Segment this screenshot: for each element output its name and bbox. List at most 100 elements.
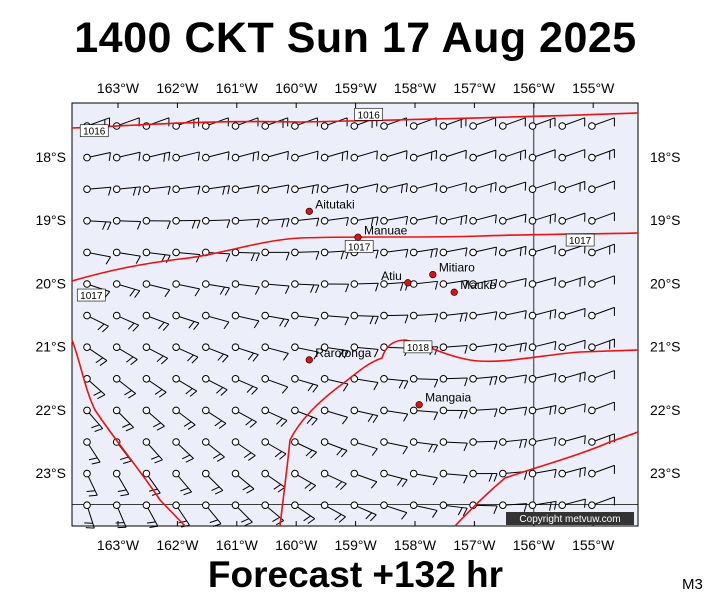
wind-barb xyxy=(380,501,408,520)
wind-barb xyxy=(499,469,528,480)
lat-label-right: 22°S xyxy=(650,402,681,418)
wind-barb xyxy=(528,277,557,288)
wind-barb xyxy=(350,375,379,391)
lon-label-bottom: 157°W xyxy=(453,537,496,553)
lon-label-bottom: 158°W xyxy=(394,537,437,553)
wind-barb xyxy=(588,212,615,225)
wind-barb xyxy=(439,311,468,322)
wind-barb xyxy=(172,375,198,397)
copyright-box: Copyright metvuw.com xyxy=(506,512,634,525)
wind-barb xyxy=(261,184,290,194)
wind-barb xyxy=(202,438,225,462)
wind-barb xyxy=(588,370,615,383)
wind-barb xyxy=(439,469,468,484)
isobar-labels: 1016 1016 1017 1017 1017 1018 xyxy=(76,107,595,354)
wind-barb xyxy=(261,311,290,328)
wind-barb xyxy=(83,406,104,432)
isobar-label: 1017 xyxy=(76,288,106,302)
wind-barb xyxy=(499,310,527,320)
wind-barb xyxy=(320,150,349,162)
wind-barb xyxy=(261,375,289,394)
wind-barb xyxy=(112,151,141,162)
wind-barb xyxy=(499,245,527,257)
wind-barb xyxy=(439,214,468,225)
wind-barb xyxy=(380,438,408,455)
isobar-lines xyxy=(71,112,639,527)
wind-barb xyxy=(588,275,615,288)
place-label: Atiu xyxy=(381,269,402,283)
wind-barb xyxy=(112,185,142,196)
wind-barb xyxy=(469,181,497,193)
wind-barb xyxy=(291,150,319,162)
wind-barb xyxy=(588,306,615,320)
lat-label-right: 18°S xyxy=(650,149,681,165)
copyright-label: Copyright metvuw.com xyxy=(519,514,620,525)
lat-label-left: 22°S xyxy=(35,402,66,418)
wind-barb xyxy=(528,500,557,511)
wind-barb xyxy=(231,501,253,527)
wind-barb xyxy=(261,343,289,361)
wind-barb xyxy=(528,181,556,193)
place-marker: Mauke xyxy=(450,278,497,296)
wind-barb xyxy=(261,438,287,460)
wind-barb xyxy=(231,438,256,461)
wind-barb xyxy=(380,469,408,488)
wind-barb xyxy=(558,149,586,162)
wind-barb xyxy=(320,406,348,425)
wind-barb xyxy=(409,149,438,162)
wind-barb xyxy=(261,469,286,493)
wind-barb xyxy=(499,438,528,449)
model-label: M3 xyxy=(682,576,703,593)
wind-barb xyxy=(350,469,378,489)
wind-barb xyxy=(231,469,255,494)
lon-label-bottom: 159°W xyxy=(335,537,378,553)
wind-barb xyxy=(528,309,557,320)
isobar-line xyxy=(71,112,639,129)
wind-barb xyxy=(112,280,141,298)
wind-barb xyxy=(528,117,556,130)
wind-barb xyxy=(291,375,319,393)
wind-barb xyxy=(528,404,557,416)
wind-barb xyxy=(588,338,615,352)
lat-label-right: 21°S xyxy=(650,339,681,355)
wind-barb xyxy=(469,214,497,225)
wind-barb xyxy=(409,280,439,290)
lon-label-top: 155°W xyxy=(572,80,615,96)
wind-barb xyxy=(231,151,260,162)
lon-label-top: 157°W xyxy=(453,80,496,96)
wind-barb xyxy=(320,469,347,491)
wind-barb xyxy=(588,464,615,478)
wind-barb xyxy=(558,498,586,510)
isobar-line xyxy=(279,339,639,527)
wind-barb xyxy=(469,438,498,450)
wind-barb xyxy=(291,501,316,525)
wind-barb xyxy=(142,375,167,398)
wind-barb xyxy=(320,501,346,523)
wind-barb xyxy=(350,406,379,424)
isobar-line xyxy=(71,232,639,282)
svg-text:1017: 1017 xyxy=(80,291,103,302)
wind-barb xyxy=(588,243,615,257)
lat-label-left: 23°S xyxy=(35,465,66,481)
wind-barb xyxy=(83,311,109,333)
lat-label-right: 23°S xyxy=(650,465,681,481)
wind-barb xyxy=(499,406,528,416)
wind-barb xyxy=(202,311,230,330)
wind-barb xyxy=(439,501,468,516)
wind-barb xyxy=(439,406,468,419)
lon-label-bottom: 156°W xyxy=(513,537,556,553)
lat-label-right: 19°S xyxy=(650,212,681,228)
wind-barb xyxy=(112,406,134,432)
lon-label-top: 161°W xyxy=(216,80,259,96)
axis-labels: 163°W 163°W 162°W 162°W 161°W 161°W 160°W 160°W… xyxy=(35,80,680,553)
wind-barb xyxy=(172,469,193,496)
wind-barb xyxy=(112,217,142,230)
wind-barb xyxy=(83,151,111,162)
wind-barb xyxy=(499,501,528,512)
wind-barb xyxy=(172,117,200,130)
wind-barb xyxy=(499,342,527,353)
isobar-label: 1017 xyxy=(565,233,595,247)
svg-text:1016: 1016 xyxy=(83,127,106,138)
wind-barb xyxy=(142,151,171,162)
